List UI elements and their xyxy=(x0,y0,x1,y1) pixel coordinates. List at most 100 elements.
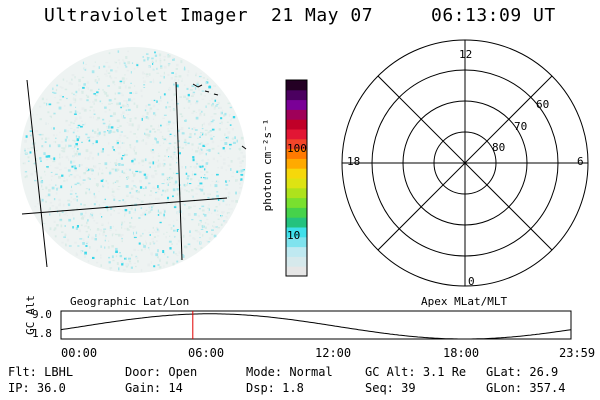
uv-pixel xyxy=(239,187,242,189)
uv-pixel xyxy=(76,145,79,147)
uv-pixel xyxy=(228,114,231,117)
colorbar-tick-100: 100 xyxy=(287,142,307,155)
uv-pixel xyxy=(121,77,125,80)
uv-pixel xyxy=(229,113,231,115)
uv-pixel xyxy=(237,157,241,160)
uv-pixel xyxy=(177,78,180,82)
uv-pixel xyxy=(239,147,242,151)
uv-pixel xyxy=(156,140,159,144)
uv-pixel xyxy=(163,71,165,75)
uv-pixel xyxy=(55,206,58,210)
uv-pixel xyxy=(100,264,102,267)
uv-pixel xyxy=(209,134,213,137)
uv-pixel xyxy=(202,77,205,79)
uv-pixel xyxy=(174,180,178,184)
uv-pixel xyxy=(72,122,75,125)
uv-pixel xyxy=(138,199,141,201)
uv-pixel xyxy=(207,102,210,105)
instrument-title: Ultraviolet Imager xyxy=(44,5,249,26)
uv-pixel xyxy=(73,93,75,96)
uv-pixel xyxy=(117,186,121,187)
uv-pixel xyxy=(74,113,77,115)
uv-pixel xyxy=(142,115,145,118)
uv-pixel xyxy=(37,203,40,205)
uv-pixel xyxy=(145,209,148,212)
uv-pixel xyxy=(207,158,210,161)
uv-pixel xyxy=(125,56,128,59)
uv-pixel xyxy=(47,123,49,125)
uv-pixel xyxy=(207,223,210,226)
uv-pixel xyxy=(68,139,70,142)
uv-pixel xyxy=(56,224,59,227)
uv-pixel xyxy=(148,205,152,208)
uv-pixel xyxy=(79,183,82,186)
altitude-curve xyxy=(60,313,572,340)
uv-pixel xyxy=(156,67,158,70)
uv-pixel xyxy=(73,160,76,164)
uv-pixel xyxy=(172,108,176,112)
uv-pixel xyxy=(66,238,70,242)
uv-pixel xyxy=(56,134,58,136)
uv-pixel xyxy=(134,117,137,120)
uv-pixel xyxy=(118,200,121,202)
uv-pixel xyxy=(74,110,77,114)
uv-pixel xyxy=(220,111,222,115)
uv-pixel xyxy=(227,102,231,105)
uv-pixel xyxy=(99,212,102,216)
uv-pixel xyxy=(139,179,142,183)
uv-pixel xyxy=(228,191,231,194)
uv-pixel xyxy=(145,128,149,131)
uv-pixel xyxy=(166,150,168,153)
uv-pixel xyxy=(95,200,98,203)
uv-pixel xyxy=(126,114,130,116)
geographic-grid-line xyxy=(26,79,48,268)
uv-pixel xyxy=(49,144,51,148)
uv-pixel xyxy=(109,115,113,117)
uv-pixel xyxy=(209,122,212,124)
uv-pixel xyxy=(229,119,232,121)
uv-pixel xyxy=(179,96,182,98)
uv-pixel xyxy=(116,119,120,123)
uv-pixel xyxy=(188,136,192,138)
uv-pixel xyxy=(200,148,203,151)
uv-pixel xyxy=(201,225,203,229)
timeline-x-tick-0: 00:00 xyxy=(61,346,98,360)
uv-pixel xyxy=(199,182,203,185)
uv-pixel xyxy=(114,181,116,183)
uv-pixel xyxy=(124,209,128,212)
colorbar-unit-label: photon cm⁻²s⁻¹ xyxy=(261,118,274,212)
uv-pixel xyxy=(133,102,136,105)
uv-pixel xyxy=(174,235,176,238)
uv-pixel xyxy=(154,54,158,57)
uv-pixel xyxy=(123,228,127,230)
uv-pixel xyxy=(205,171,209,174)
uv-pixel xyxy=(143,80,146,83)
uv-pixel xyxy=(165,182,169,185)
uv-pixel xyxy=(44,141,47,143)
uv-pixel xyxy=(142,170,145,173)
uv-pixel xyxy=(70,83,73,86)
uv-pixel xyxy=(133,146,136,149)
uv-pixel xyxy=(227,157,229,159)
uv-pixel xyxy=(126,265,128,268)
uv-pixel xyxy=(133,133,136,135)
uv-pixel xyxy=(163,233,165,235)
uv-pixel xyxy=(119,134,122,137)
uv-pixel xyxy=(81,217,84,220)
uv-pixel xyxy=(104,239,106,242)
uv-pixel xyxy=(199,112,202,115)
uv-pixel xyxy=(170,155,172,158)
uv-pixel xyxy=(165,106,168,109)
uv-pixel xyxy=(173,229,176,232)
uv-pixel xyxy=(139,202,142,205)
uv-pixel xyxy=(108,171,112,175)
uv-pixel xyxy=(125,168,128,170)
colorbar-segment xyxy=(286,217,307,228)
ip-label: IP: xyxy=(8,381,30,395)
uv-pixel xyxy=(191,143,194,146)
uv-pixel xyxy=(48,189,51,192)
uv-pixel xyxy=(91,169,94,172)
uv-pixel xyxy=(121,170,124,173)
uv-pixel xyxy=(123,115,125,118)
uv-pixel xyxy=(230,160,233,163)
